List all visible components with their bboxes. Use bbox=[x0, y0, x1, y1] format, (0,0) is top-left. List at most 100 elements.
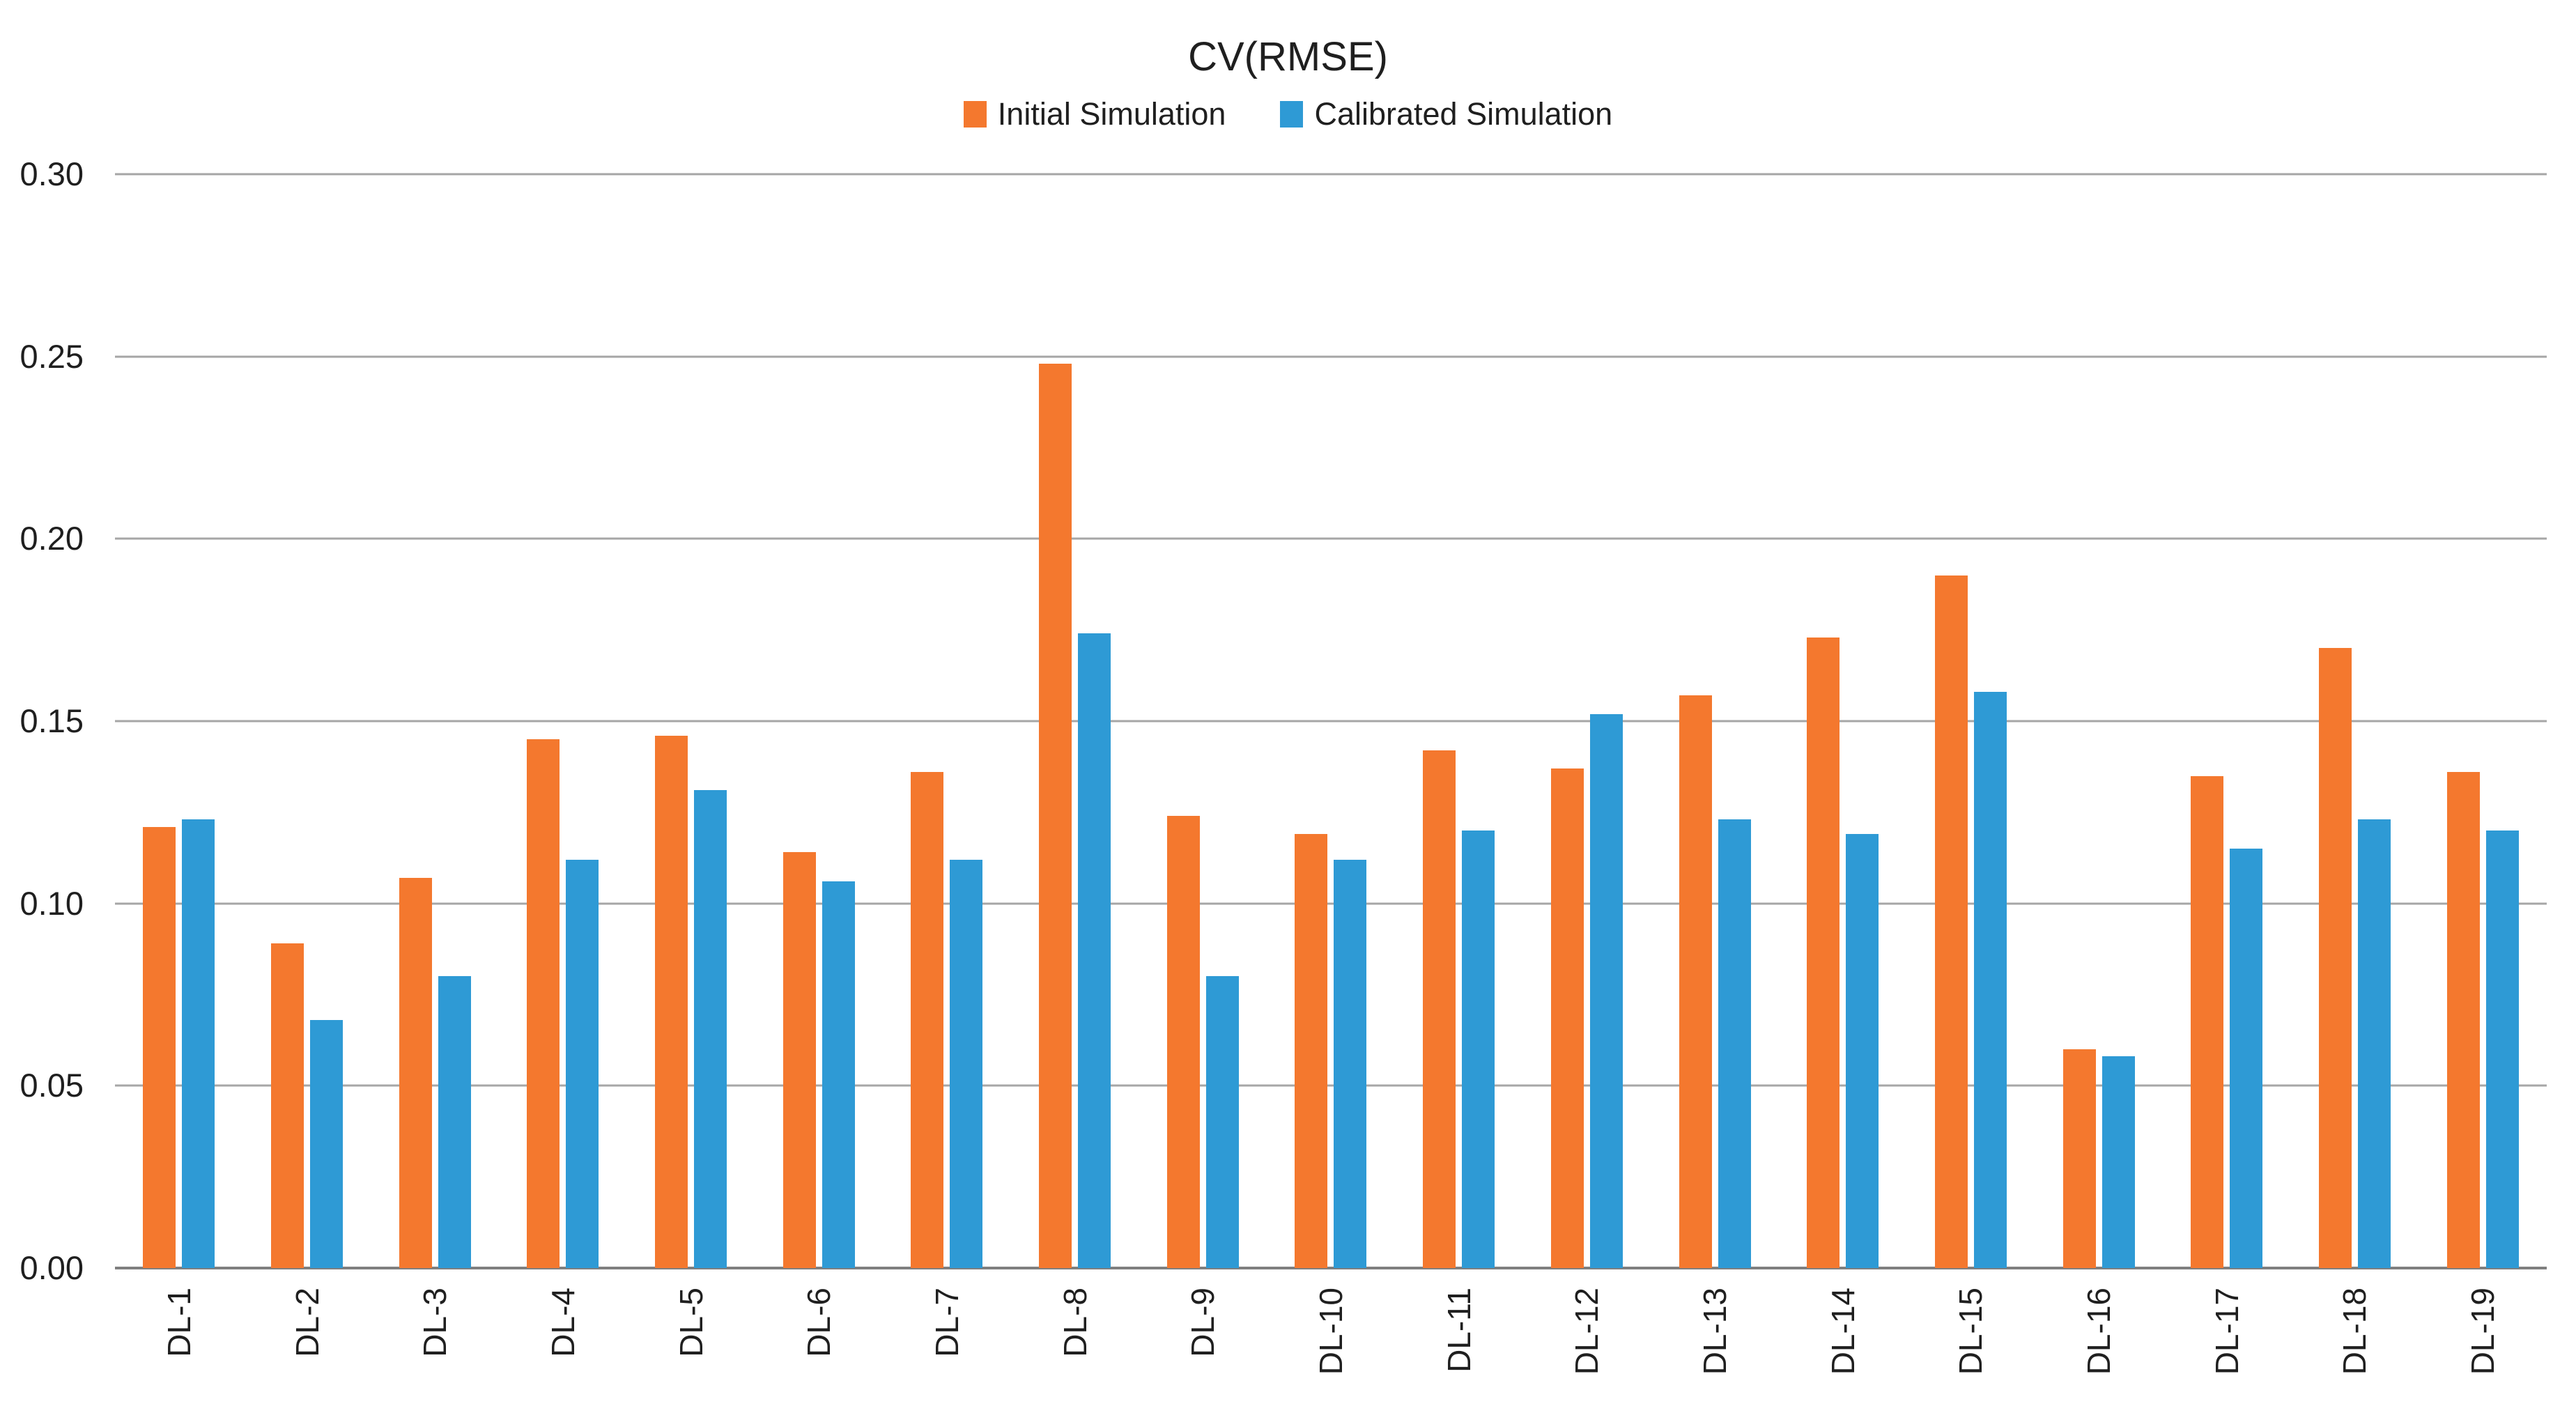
bar-initial-simulation bbox=[143, 826, 176, 1268]
bar-initial-simulation bbox=[2191, 775, 2224, 1268]
x-tick-cell: DL-15 bbox=[1907, 1288, 2035, 1405]
bar-calibrated-simulation bbox=[1718, 819, 1751, 1268]
bar-initial-simulation bbox=[1807, 637, 1840, 1268]
bar-calibrated-simulation bbox=[1205, 976, 1239, 1268]
bar-initial-simulation bbox=[1550, 768, 1584, 1268]
bar-initial-simulation bbox=[1679, 695, 1712, 1268]
x-tick-label: DL-14 bbox=[1824, 1288, 1861, 1375]
bar-calibrated-simulation bbox=[2101, 1056, 2135, 1268]
x-tick-label: DL-11 bbox=[1440, 1288, 1477, 1373]
bar-group bbox=[2419, 174, 2547, 1268]
bar-initial-simulation bbox=[2318, 648, 2352, 1268]
bar-calibrated-simulation bbox=[2485, 831, 2519, 1268]
gridline bbox=[115, 355, 2547, 358]
bar-initial-simulation bbox=[271, 943, 304, 1268]
bar-initial-simulation bbox=[911, 772, 944, 1268]
x-tick-cell: DL-8 bbox=[1011, 1288, 1139, 1405]
bar-group bbox=[243, 174, 371, 1268]
x-tick-cell: DL-13 bbox=[1651, 1288, 1779, 1405]
x-tick-label: DL-12 bbox=[1568, 1288, 1605, 1375]
gridline bbox=[115, 720, 2547, 723]
bar-calibrated-simulation bbox=[1334, 859, 1367, 1268]
bar-calibrated-simulation bbox=[822, 881, 855, 1268]
bar-initial-simulation bbox=[655, 735, 688, 1268]
legend-swatch-icon bbox=[1280, 101, 1304, 128]
gridline bbox=[115, 1084, 2547, 1087]
x-tick-cell: DL-9 bbox=[1139, 1288, 1267, 1405]
x-tick-label: DL-2 bbox=[288, 1288, 325, 1357]
y-tick-label: 0.10 bbox=[20, 884, 84, 922]
x-tick-cell: DL-3 bbox=[371, 1288, 499, 1405]
bar-initial-simulation bbox=[1166, 816, 1200, 1268]
bar-calibrated-simulation bbox=[438, 976, 471, 1268]
x-axis: DL-1 DL-2 DL-3 DL-4 DL-5 DL-6 DL-7 DL-8 DL-9 DL-1… bbox=[115, 1288, 2547, 1405]
x-tick-cell: DL-6 bbox=[755, 1288, 883, 1405]
bar-calibrated-simulation bbox=[1973, 692, 2007, 1268]
bar-group bbox=[1267, 174, 1395, 1268]
x-tick-cell: DL-12 bbox=[1523, 1288, 1651, 1405]
gridline bbox=[115, 173, 2547, 176]
bar-initial-simulation bbox=[1423, 750, 1456, 1268]
bar-group bbox=[755, 174, 883, 1268]
gridline bbox=[115, 537, 2547, 540]
bar-initial-simulation bbox=[782, 852, 816, 1268]
x-tick-label: DL-16 bbox=[2081, 1288, 2118, 1375]
bar-initial-simulation bbox=[399, 878, 432, 1268]
bar-group bbox=[499, 174, 627, 1268]
bar-group bbox=[371, 174, 499, 1268]
bar-group bbox=[2163, 174, 2291, 1268]
bar-calibrated-simulation bbox=[1589, 713, 1623, 1268]
bar-group bbox=[1779, 174, 1907, 1268]
x-tick-cell: DL-11 bbox=[1395, 1288, 1523, 1405]
bar-calibrated-simulation bbox=[182, 819, 215, 1268]
bar-calibrated-simulation bbox=[310, 1020, 343, 1268]
x-tick-label: DL-5 bbox=[672, 1288, 709, 1357]
bar-calibrated-simulation bbox=[1078, 633, 1111, 1268]
bar-calibrated-simulation bbox=[950, 859, 983, 1268]
y-tick-label: 0.20 bbox=[20, 520, 84, 557]
x-tick-label: DL-9 bbox=[1185, 1288, 1221, 1357]
x-tick-label: DL-18 bbox=[2336, 1288, 2373, 1375]
x-tick-cell: DL-5 bbox=[627, 1288, 755, 1405]
y-tick-label: 0.25 bbox=[20, 337, 84, 375]
x-tick-label: DL-19 bbox=[2465, 1288, 2501, 1375]
y-tick-label: 0.15 bbox=[20, 702, 84, 739]
x-axis-line bbox=[115, 1267, 2547, 1269]
bar-initial-simulation bbox=[527, 739, 560, 1268]
x-tick-label: DL-1 bbox=[160, 1288, 197, 1357]
x-tick-cell: DL-10 bbox=[1267, 1288, 1395, 1405]
y-tick-label: 0.30 bbox=[20, 155, 84, 192]
x-tick-label: DL-17 bbox=[2208, 1288, 2245, 1375]
bar-calibrated-simulation bbox=[2357, 819, 2391, 1268]
x-tick-cell: DL-14 bbox=[1779, 1288, 1907, 1405]
bar-calibrated-simulation bbox=[2230, 849, 2263, 1268]
bar-initial-simulation bbox=[1934, 575, 1968, 1268]
bar-calibrated-simulation bbox=[694, 790, 727, 1268]
x-tick-label: DL-7 bbox=[928, 1288, 965, 1357]
x-tick-label: DL-8 bbox=[1056, 1288, 1093, 1357]
bar-group bbox=[1907, 174, 2035, 1268]
legend-item: Initial Simulation bbox=[963, 96, 1226, 132]
x-tick-cell: DL-16 bbox=[2035, 1288, 2163, 1405]
plot-area bbox=[115, 173, 2547, 1269]
bar-group bbox=[1651, 174, 1779, 1268]
legend-label: Calibrated Simulation bbox=[1314, 96, 1613, 132]
x-tick-label: DL-6 bbox=[801, 1288, 838, 1357]
x-tick-label: DL-13 bbox=[1697, 1288, 1734, 1375]
gridline bbox=[115, 902, 2547, 905]
x-tick-cell: DL-1 bbox=[115, 1288, 243, 1405]
x-tick-cell: DL-4 bbox=[499, 1288, 627, 1405]
bar-initial-simulation bbox=[2446, 772, 2480, 1268]
x-tick-label: DL-3 bbox=[417, 1288, 454, 1357]
bar-group bbox=[1395, 174, 1523, 1268]
y-axis: 0.30 0.25 0.20 0.15 0.10 0.05 0.00 bbox=[0, 155, 84, 1286]
chart-title: CV(RMSE) bbox=[1188, 34, 1388, 79]
x-tick-cell: DL-7 bbox=[883, 1288, 1011, 1405]
bar-group bbox=[1523, 174, 1651, 1268]
bar-initial-simulation bbox=[2062, 1049, 2096, 1268]
x-tick-label: DL-10 bbox=[1312, 1288, 1349, 1375]
x-tick-cell: DL-19 bbox=[2419, 1288, 2547, 1405]
x-tick-label: DL-15 bbox=[1952, 1288, 1989, 1375]
x-tick-cell: DL-17 bbox=[2163, 1288, 2291, 1405]
y-tick-label: 0.00 bbox=[20, 1249, 84, 1286]
